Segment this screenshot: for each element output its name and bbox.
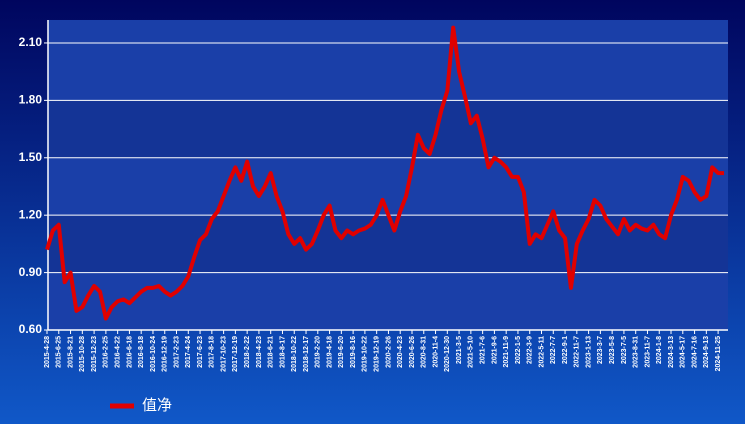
plot-area bbox=[48, 20, 728, 330]
x-tick-label: 2015-6-25 bbox=[56, 336, 63, 368]
y-tick-label: 2.10 bbox=[19, 35, 43, 49]
x-tick-label: 2016-10-24 bbox=[150, 336, 157, 372]
x-tick-label: 2023-5-8 bbox=[609, 336, 616, 364]
x-tick-label: 2017-2-23 bbox=[173, 336, 180, 368]
x-tick-label: 2021-7-6 bbox=[479, 336, 486, 364]
y-tick-label: 1.20 bbox=[19, 207, 43, 221]
x-tick-label: 2022-3-9 bbox=[527, 336, 534, 364]
x-tick-label: 2023-11-7 bbox=[644, 336, 651, 368]
x-tick-label: 2021-5-10 bbox=[468, 336, 475, 368]
x-tick-label: 2022-7-7 bbox=[550, 336, 557, 364]
x-tick-label: 2017-6-23 bbox=[197, 336, 204, 368]
x-tick-label: 2016-2-25 bbox=[103, 336, 110, 368]
x-tick-label: 2021-11-9 bbox=[503, 336, 510, 368]
y-tick-label: 0.60 bbox=[19, 322, 43, 336]
x-tick-label: 2019-10-22 bbox=[362, 336, 369, 372]
x-tick-label: 2020-6-26 bbox=[409, 336, 416, 368]
series-line bbox=[45, 25, 724, 321]
x-tick-label: 2018-12-17 bbox=[303, 336, 310, 372]
x-tick-label: 2020-11-4 bbox=[432, 336, 439, 368]
x-tick-label: 2017-10-23 bbox=[220, 336, 227, 372]
x-tick-label: 2016-6-18 bbox=[126, 336, 133, 368]
x-tick-label: 2023-8-31 bbox=[633, 336, 640, 368]
x-tick-label: 2016-8-18 bbox=[138, 336, 145, 368]
x-tick-label: 2021-9-6 bbox=[491, 336, 498, 364]
x-tick-label: 2018-4-23 bbox=[256, 336, 263, 368]
x-tick-label: 2021-3-5 bbox=[456, 336, 463, 364]
x-tick-label: 2016-12-19 bbox=[162, 336, 169, 372]
grid-band bbox=[48, 215, 728, 273]
x-tick-label: 2024-3-13 bbox=[668, 336, 675, 368]
x-tick-label: 2018-2-22 bbox=[244, 336, 251, 368]
x-tick-label: 2018-10-22 bbox=[291, 336, 298, 372]
y-tick-label: 1.80 bbox=[19, 93, 43, 107]
x-tick-label: 2020-4-23 bbox=[397, 336, 404, 368]
x-tick-label: 2015-4-28 bbox=[44, 336, 51, 368]
x-tick-label: 2024-1-8 bbox=[656, 336, 663, 364]
x-tick-label: 2024-9-13 bbox=[703, 336, 710, 368]
x-tick-label: 2019-12-19 bbox=[374, 336, 381, 372]
x-tick-label: 2023-3-7 bbox=[597, 336, 604, 364]
x-tick-label: 2020-8-31 bbox=[421, 336, 428, 368]
x-tick-label: 2017-12-19 bbox=[232, 336, 239, 372]
x-tick-label: 2020-2-26 bbox=[385, 336, 392, 368]
legend-label: 值净 bbox=[142, 397, 172, 414]
x-tick-label: 2017-8-18 bbox=[209, 336, 216, 368]
x-tick-label: 2019-2-20 bbox=[315, 336, 322, 368]
x-tick-label: 2015-8-21 bbox=[67, 336, 74, 368]
x-tick-label: 2019-6-20 bbox=[338, 336, 345, 368]
x-tick-label: 2024-5-17 bbox=[680, 336, 687, 368]
x-tick-label: 2023-1-13 bbox=[585, 336, 592, 368]
x-tick-label: 2016-4-22 bbox=[114, 336, 121, 368]
x-tick-label: 2015-10-28 bbox=[79, 336, 86, 372]
y-tick-label: 0.90 bbox=[19, 265, 43, 279]
x-tick-label: 2019-4-18 bbox=[326, 336, 333, 368]
x-tick-label: 2024-11-25 bbox=[715, 336, 722, 372]
x-tick-label: 2023-7-5 bbox=[621, 336, 628, 364]
x-tick-label: 2017-4-24 bbox=[185, 336, 192, 368]
x-tick-label: 2022-1-5 bbox=[515, 336, 522, 364]
x-tick-label: 2022-11-7 bbox=[574, 336, 581, 368]
y-tick-label: 1.50 bbox=[19, 150, 43, 164]
x-tick-label: 2022-5-11 bbox=[538, 336, 545, 368]
x-tick-label: 2024-7-16 bbox=[691, 336, 698, 368]
x-tick-label: 2020-12-30 bbox=[444, 336, 451, 372]
x-tick-label: 2015-12-23 bbox=[91, 336, 98, 372]
x-tick-label: 2018-8-17 bbox=[279, 336, 286, 368]
x-tick-label: 2019-8-16 bbox=[350, 336, 357, 368]
grid-band bbox=[48, 100, 728, 158]
x-tick-label: 2022-9-1 bbox=[562, 336, 569, 364]
x-tick-label: 2018-6-21 bbox=[268, 336, 275, 368]
